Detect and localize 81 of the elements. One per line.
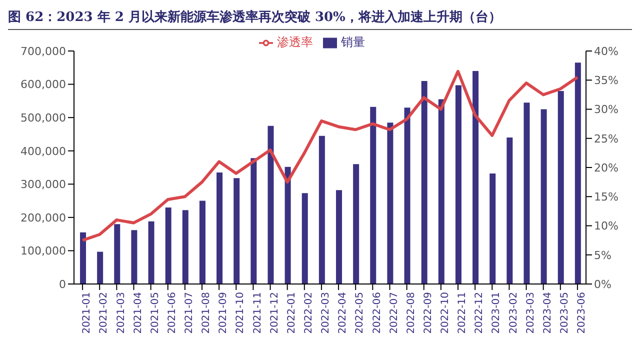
bar — [336, 190, 342, 284]
y2-tick-label: 35% — [594, 74, 618, 88]
y-tick-label: 300,000 — [20, 178, 66, 192]
bar — [234, 178, 240, 284]
bar — [148, 221, 154, 284]
y2-tick-label: 0% — [594, 278, 612, 291]
bar — [540, 109, 547, 284]
bar — [250, 158, 257, 284]
x-tick-label: 2023-06 — [576, 292, 588, 334]
x-tick-label: 2022-04 — [338, 292, 349, 334]
y-tick-label: 200,000 — [20, 211, 66, 224]
x-tick-label: 2022-07 — [388, 292, 400, 334]
bar — [404, 108, 410, 284]
bar — [284, 166, 291, 284]
legend-label: 渗透率 — [277, 35, 313, 49]
x-tick-label: 2023-03 — [525, 292, 536, 334]
bar — [438, 99, 444, 284]
x-tick-label: 2022-10 — [440, 292, 452, 334]
x-tick-label: 2022-12 — [474, 292, 486, 334]
y-tick-label: 400,000 — [20, 144, 66, 158]
x-tick-label: 2021-12 — [269, 292, 280, 334]
bar — [165, 207, 172, 284]
x-tick-label: 2022-01 — [286, 292, 298, 334]
bar — [558, 90, 564, 284]
bar — [387, 122, 394, 284]
x-tick-label: 2021-11 — [252, 292, 264, 334]
legend-label: 销量 — [341, 35, 365, 49]
x-tick-label: 2021-05 — [150, 292, 161, 334]
x-tick-label: 2022-02 — [304, 292, 314, 334]
line-series — [81, 70, 579, 242]
bar — [524, 102, 530, 284]
x-tick-label: 2023-04 — [542, 292, 554, 334]
x-tick-label: 2021-03 — [116, 292, 127, 334]
bar — [506, 138, 513, 284]
bar — [455, 85, 462, 284]
y-tick-label: 100,000 — [20, 244, 66, 258]
x-tick-label: 2021-08 — [201, 292, 212, 334]
y2-tick-label: 5% — [594, 248, 612, 262]
bar — [97, 252, 104, 284]
y2-tick-label: 40% — [594, 44, 618, 58]
bar — [80, 232, 86, 284]
bar — [114, 224, 120, 284]
y2-tick-label: 20% — [594, 161, 618, 174]
y-tick-label: 700,000 — [20, 44, 66, 58]
bar — [199, 200, 206, 284]
bar — [370, 106, 376, 284]
y-tick-label: 0 — [59, 278, 66, 291]
x-tick-label: 2023-02 — [508, 292, 520, 334]
x-tick-label: 2021-01 — [82, 292, 93, 334]
x-tick-label: 2021-04 — [132, 292, 144, 334]
bar — [421, 80, 428, 284]
x-tick-label: 2022-03 — [320, 292, 332, 334]
chart-title: 图 62：2023 年 2 月以来新能源车渗透率再次突破 30%，将进入加速上升期（台） — [8, 8, 632, 30]
bar — [353, 164, 360, 284]
y2-tick-label: 10% — [594, 220, 618, 233]
bar — [268, 126, 274, 284]
x-tick-label: 2022-05 — [354, 292, 366, 334]
x-tick-label: 2022-09 — [422, 292, 434, 334]
x-tick-label: 2021-02 — [98, 292, 110, 334]
x-tick-label: 2023-05 — [560, 292, 570, 334]
bar — [574, 62, 581, 284]
x-tick-label: 2021-06 — [166, 292, 178, 334]
bar — [472, 70, 479, 284]
x-tick-label: 2022-08 — [406, 292, 417, 334]
y2-tick-label: 30% — [594, 103, 618, 116]
x-tick-label: 2022-11 — [457, 292, 468, 334]
bar — [302, 193, 308, 284]
y2-tick-label: 25% — [594, 132, 618, 146]
bar — [490, 173, 496, 284]
x-tick-label: 2022-06 — [372, 292, 383, 334]
bar — [182, 210, 188, 284]
y2-tick-label: 15% — [594, 190, 618, 204]
bar — [216, 172, 223, 284]
x-tick-label: 2021-07 — [184, 292, 196, 334]
bar — [318, 136, 325, 284]
x-tick-label: 2021-09 — [218, 292, 230, 334]
y-tick-label: 500,000 — [20, 111, 66, 124]
x-tick-label: 2021-10 — [235, 292, 246, 334]
x-tick-label: 2023-01 — [491, 292, 502, 334]
y-tick-label: 600,000 — [20, 78, 66, 92]
bar — [131, 230, 138, 284]
